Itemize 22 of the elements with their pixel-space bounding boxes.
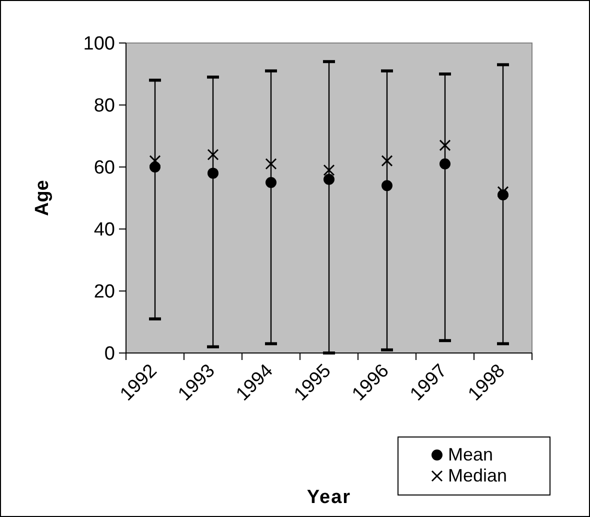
point	[207, 148, 219, 160]
point	[149, 155, 161, 167]
y-tick-label: 60	[94, 158, 115, 179]
point	[382, 180, 392, 192]
point	[323, 164, 335, 176]
point	[324, 174, 334, 185]
legend-label: Mean	[448, 444, 494, 464]
x-axis-title: Year	[306, 487, 352, 508]
point	[265, 158, 277, 170]
point	[497, 186, 509, 198]
point	[440, 158, 450, 170]
legend-label: Median	[448, 465, 508, 486]
y-tick-label: 100	[83, 34, 115, 55]
point	[208, 168, 218, 179]
point	[439, 140, 451, 152]
y-tick-label: 80	[94, 96, 115, 117]
y-tick-label: 0	[104, 344, 115, 365]
point	[381, 155, 393, 167]
point	[266, 177, 276, 188]
y-tick-label: 20	[94, 282, 115, 303]
y-axis-title: Age	[32, 180, 53, 216]
y-tick-label: 40	[94, 220, 115, 241]
